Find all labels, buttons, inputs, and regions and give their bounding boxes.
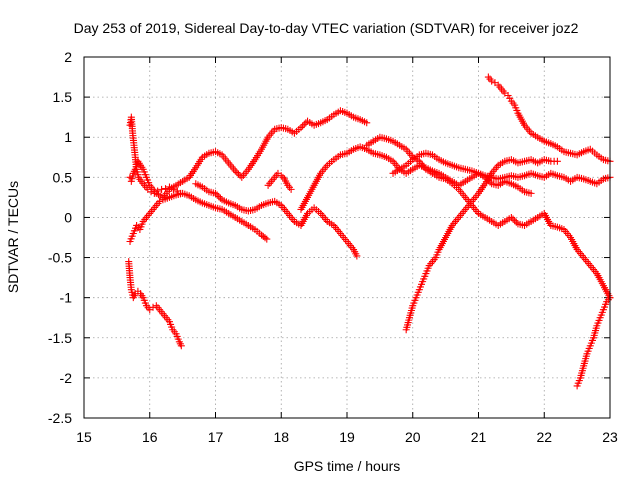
series-arc3 <box>126 189 271 246</box>
x-axis-label: GPS time / hours <box>294 458 401 474</box>
data-point <box>297 124 305 132</box>
series-arc10 <box>402 156 561 334</box>
data-points <box>125 73 614 390</box>
data-point <box>233 169 241 177</box>
data-point <box>507 213 515 221</box>
data-point <box>213 191 221 199</box>
y-tick-label: -0.5 <box>48 250 72 266</box>
data-point <box>353 252 361 260</box>
data-point <box>488 77 496 85</box>
data-point <box>231 167 239 175</box>
series-arc5 <box>192 180 361 260</box>
x-tick-label: 18 <box>273 429 289 445</box>
data-point <box>277 172 285 180</box>
series-arc12 <box>573 294 614 390</box>
data-point <box>177 342 185 350</box>
y-tick-label: 2 <box>64 49 72 65</box>
data-point <box>212 189 219 197</box>
data-point <box>553 157 561 165</box>
y-tick-label: 1 <box>64 129 72 145</box>
data-point <box>300 120 308 128</box>
y-tick-label: 1.5 <box>53 89 73 105</box>
data-point <box>299 122 307 130</box>
x-tick-label: 17 <box>208 429 224 445</box>
data-point <box>263 235 271 243</box>
series-arc4 <box>126 107 371 201</box>
x-tick-label: 20 <box>405 429 421 445</box>
x-tick-label: 23 <box>602 429 618 445</box>
x-tick-label: 19 <box>339 429 355 445</box>
data-point <box>156 197 164 205</box>
x-axis-tick-labels: 15 16 17 18 19 20 21 22 23 <box>76 429 618 445</box>
data-point <box>512 218 520 226</box>
y-axis-label: SDTVAR / TECUs <box>5 181 21 293</box>
y-tick-label: 0 <box>64 209 72 225</box>
data-point <box>216 194 224 202</box>
data-point <box>509 215 517 223</box>
y-tick-label: 0.5 <box>53 169 73 185</box>
data-point <box>235 170 243 178</box>
y-tick-label: -1 <box>60 290 73 306</box>
series-arc6 <box>264 169 295 193</box>
y-axis-tick-labels: -2.5 -2 -1.5 -1 -0.5 0 0.5 1 1.5 2 <box>48 49 72 426</box>
data-point <box>258 231 266 239</box>
y-tick-label: -1.5 <box>48 330 72 346</box>
series-arc2 <box>125 258 185 350</box>
data-point <box>215 193 223 201</box>
x-tick-label: 21 <box>471 429 487 445</box>
x-tick-label: 15 <box>76 429 92 445</box>
y-tick-label: -2 <box>60 370 73 386</box>
x-tick-label: 22 <box>536 429 552 445</box>
plot-frame <box>83 56 611 419</box>
data-point <box>261 234 269 242</box>
y-tick-label: -2.5 <box>48 410 72 426</box>
series-arc9 <box>389 149 614 188</box>
data-point <box>511 217 519 225</box>
data-point <box>527 189 535 197</box>
x-tick-label: 16 <box>142 429 158 445</box>
data-point <box>259 232 267 240</box>
data-point <box>287 185 295 193</box>
chart-title: Day 253 of 2019, Sidereal Day-to-day VTE… <box>74 20 579 36</box>
series-arc11 <box>484 73 614 165</box>
data-point <box>158 185 166 193</box>
data-point <box>363 119 371 127</box>
data-point <box>279 173 287 181</box>
